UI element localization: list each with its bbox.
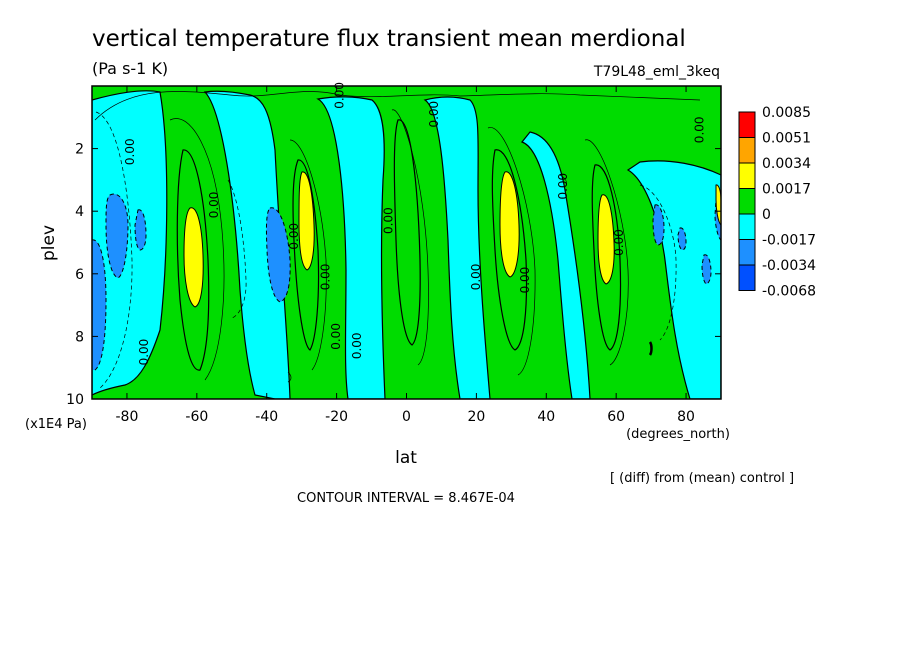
x-tick-label: -80: [116, 409, 139, 425]
contour-label: 0.00: [350, 332, 364, 359]
field: [92, 86, 721, 399]
strong-negative-regions: [92, 193, 721, 371]
colorbar: 0.0085 0.0051 0.0034 0.0017 0 -0.0017 -0.0034 -…: [738, 105, 816, 300]
dataset-label: T79L48_eml_3keq: [593, 64, 720, 80]
x-tick-label: -40: [255, 409, 278, 425]
colorbar-swatch: [738, 264, 756, 291]
y-tick-label: 6: [75, 267, 84, 283]
contour-labels: 0.00 0.00 0.00 0.00 0.00 0.00 0.00 0.00 0.00 0.00…: [123, 82, 707, 365]
x-tick-label: 40: [537, 409, 555, 425]
colorbar-swatch: [738, 162, 756, 189]
contour-label: 0.00: [287, 223, 301, 250]
contour-label: 0.00: [518, 267, 532, 294]
x-tick-label: 0: [402, 409, 411, 425]
contour-label: 0.00: [207, 192, 221, 219]
units-label: (Pa s-1 K): [92, 59, 168, 78]
colorbar-swatch: [738, 213, 756, 240]
colorbar-swatch: [738, 188, 756, 215]
contour-label: 0.00: [556, 173, 570, 200]
colorbar-label: -0.0017: [762, 233, 816, 249]
y-tick-label: 4: [75, 204, 84, 220]
colorbar-label: 0.0051: [762, 131, 811, 147]
y-axis-units: (x1E4 Pa): [25, 417, 87, 432]
y-tick-label: 8: [75, 329, 84, 345]
x-tick-label: -60: [185, 409, 208, 425]
colorbar-label: -0.0068: [762, 284, 816, 300]
x-tick-label: 80: [677, 409, 695, 425]
colorbar-label: -0.0034: [762, 258, 816, 274]
x-axis: -80 -60 -40 -20 0 20 40 60 80: [116, 86, 695, 425]
contour-interval: CONTOUR INTERVAL = 8.467E-04: [297, 491, 515, 506]
contour-lines: [94, 91, 701, 389]
strong-positive-regions: [183, 171, 721, 308]
colorbar-swatch: [738, 111, 756, 138]
contour-label: 0.00: [123, 138, 137, 165]
x-tick-label: 20: [467, 409, 485, 425]
contour-label: 0.00: [329, 323, 343, 350]
colorbar-label: 0: [762, 207, 771, 223]
y-axis: 2 4 6 8 10: [66, 142, 721, 408]
colorbar-label: 0.0085: [762, 105, 811, 121]
x-axis-label: lat: [395, 448, 417, 468]
y-axis-label: plev: [39, 225, 59, 261]
contour-label: 0.00: [319, 264, 333, 291]
contour-label: 0.00: [612, 229, 626, 256]
colorbar-label: 0.0017: [762, 182, 811, 198]
colorbar-label: 0.0034: [762, 156, 811, 172]
y-tick-label: 2: [75, 142, 84, 158]
negative-regions: [92, 90, 721, 399]
contour-label: 0.00: [427, 101, 441, 128]
contour-label: 0.00: [382, 207, 396, 234]
contour-label: 0.00: [137, 339, 151, 366]
contour-label: 0.00: [333, 82, 347, 109]
x-tick-label: 60: [607, 409, 625, 425]
contour-label: 0.00: [693, 116, 707, 143]
contour-label: 0.00: [469, 264, 483, 291]
x-axis-units: (degrees_north): [626, 427, 730, 442]
x-tick-label: -20: [325, 409, 348, 425]
colorbar-swatch: [738, 239, 756, 266]
colorbar-swatch: [738, 137, 756, 164]
diff-note: [ (diff) from (mean) control ]: [610, 471, 794, 486]
y-tick-label: 10: [66, 392, 84, 408]
chart-title: vertical temperature flux transient mean…: [92, 26, 686, 52]
